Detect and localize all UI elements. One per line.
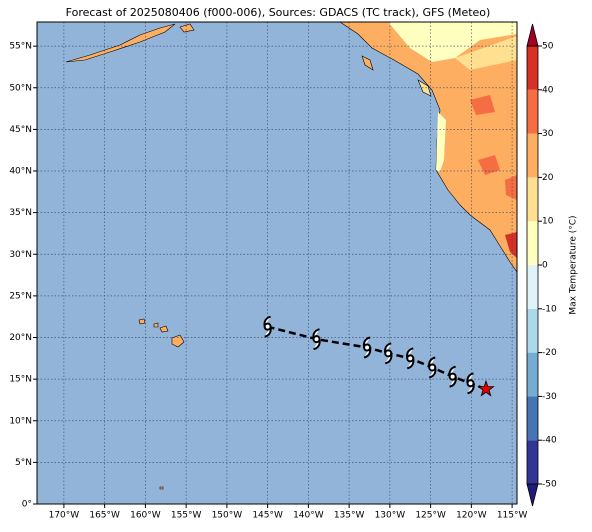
maui <box>159 325 169 333</box>
colorbar-band <box>527 352 538 397</box>
cyclone-marker <box>406 347 415 370</box>
alaska-peninsula <box>65 23 176 63</box>
colorbar-band <box>527 440 538 484</box>
colorbar-band <box>527 177 538 222</box>
x-tick-label: 130°W <box>375 511 406 521</box>
haida-gwaii <box>361 55 374 71</box>
x-tick-label: 155°W <box>171 511 202 521</box>
colorbar-band <box>527 396 538 441</box>
map-frame <box>36 21 518 505</box>
cool-region <box>388 22 517 62</box>
kodiak <box>179 23 195 33</box>
cyclone-marker <box>428 356 437 379</box>
colorbar-band <box>527 46 538 90</box>
x-tick-label: 170°W <box>49 511 80 521</box>
y-tick-label: 25°N <box>9 291 32 301</box>
cyclone-marker <box>384 342 393 365</box>
oahu <box>153 322 159 328</box>
x-tick-label: 140°W <box>293 511 324 521</box>
colorbar-tick-label: -10 <box>542 304 557 314</box>
colorbar-tick-label: 10 <box>542 217 554 227</box>
y-tick-label: 45°N <box>9 125 32 135</box>
colorbar-tick-label: 40 <box>542 85 554 95</box>
colorbar-tick-label: -20 <box>542 348 557 358</box>
colorbar-tick-label: 20 <box>542 173 554 183</box>
colorbar-band <box>527 265 538 309</box>
cyclone-marker <box>312 328 321 351</box>
y-tick-label: 50°N <box>9 83 32 93</box>
hawaii <box>171 334 185 348</box>
colorbar-tick-label: 50 <box>542 42 554 52</box>
colorbar-band <box>527 133 538 178</box>
vancouver-island <box>417 79 432 97</box>
colorbar-tick-label: 0 <box>542 261 548 271</box>
y-tick-label: 20°N <box>9 333 32 343</box>
current-position <box>477 379 495 397</box>
colorbar-tick-label: 30 <box>542 129 554 139</box>
y-tick-label: 55°N <box>9 42 32 52</box>
y-tick-label: 5°N <box>15 458 32 468</box>
x-tick-label: 165°W <box>89 511 120 521</box>
x-tick-label: 125°W <box>415 511 446 521</box>
kauai <box>138 318 146 325</box>
colorbar-tick-label: -40 <box>542 436 557 446</box>
colorbar-extend-under <box>526 483 539 507</box>
colorbar-tick-label: -50 <box>542 480 557 490</box>
x-tick-label: 145°W <box>252 511 283 521</box>
cyclone-marker <box>448 365 457 388</box>
cool-region <box>455 36 517 70</box>
x-tick-label: 120°W <box>456 511 487 521</box>
map-title: Forecast of 2025080406 (f000-006), Sourc… <box>66 6 491 19</box>
y-tick-label: 35°N <box>9 208 32 218</box>
warm-region <box>470 95 517 200</box>
y-tick-label: 15°N <box>9 375 32 385</box>
colorbar-band <box>527 89 538 134</box>
x-tick-label: 135°W <box>334 511 365 521</box>
x-tick-label: 150°W <box>212 511 243 521</box>
colorbar-tick-label: -30 <box>542 392 557 402</box>
colorbar-extend-over <box>526 23 539 47</box>
x-tick-label: 160°W <box>130 511 161 521</box>
hot-region <box>505 232 517 258</box>
y-tick-label: 30°N <box>9 250 32 260</box>
cyclone-marker <box>263 315 272 338</box>
colorbar-band <box>527 221 538 265</box>
cyclone-marker <box>362 336 372 359</box>
y-tick-label: 10°N <box>9 416 32 426</box>
north-america <box>339 21 518 273</box>
cool-coast <box>436 112 446 172</box>
x-tick-label: 115°W <box>497 511 528 521</box>
y-tick-label: 0° <box>22 500 32 510</box>
y-tick-label: 40°N <box>9 167 32 177</box>
land <box>65 21 518 490</box>
islet <box>159 486 164 490</box>
cyclone-marker <box>466 372 475 395</box>
colorbar-label: Max Temperature (°C) <box>569 215 579 314</box>
colorbar-band <box>527 308 538 353</box>
